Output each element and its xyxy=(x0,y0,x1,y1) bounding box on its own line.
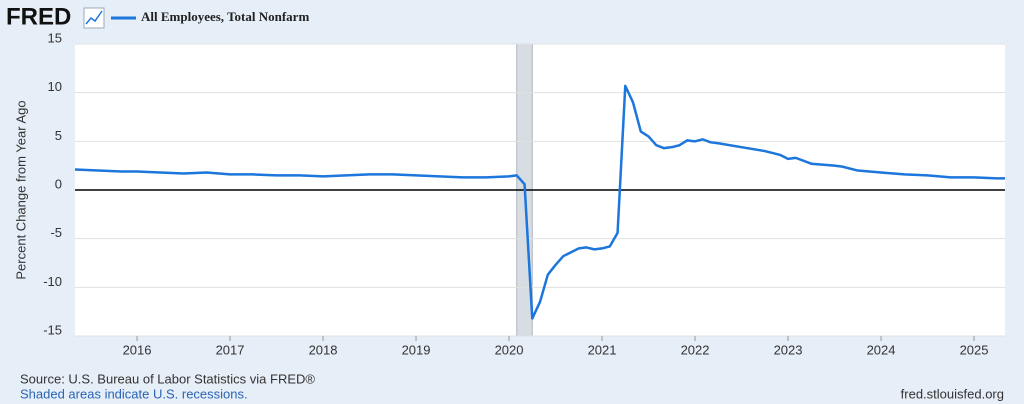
x-tick-label: 2018 xyxy=(309,342,338,357)
logo: FRED xyxy=(6,3,71,30)
y-axis-label: Percent Change from Year Ago xyxy=(13,100,28,279)
recession-note: Shaded areas indicate U.S. recessions. xyxy=(20,386,248,401)
y-tick-label: 5 xyxy=(55,128,62,143)
x-tick-label: 2019 xyxy=(402,342,431,357)
x-tick-label: 2017 xyxy=(216,342,245,357)
x-tick-label: 2016 xyxy=(123,342,152,357)
y-tick-label: -15 xyxy=(43,322,62,337)
x-tick-label: 2020 xyxy=(495,342,524,357)
legend-label: All Employees, Total Nonfarm xyxy=(141,9,309,24)
x-tick-label: 2021 xyxy=(588,342,617,357)
x-tick-label: 2025 xyxy=(960,342,989,357)
y-tick-label: 10 xyxy=(48,79,62,94)
y-tick-label: -5 xyxy=(50,225,62,240)
x-tick-label: 2022 xyxy=(681,342,710,357)
series-line xyxy=(74,84,1005,320)
url: fred.stlouisfed.org xyxy=(901,386,1004,401)
logo-icon xyxy=(83,7,105,29)
y-tick-label: -10 xyxy=(43,274,62,289)
y-tick-label: 15 xyxy=(48,30,62,45)
source: Source: U.S. Bureau of Labor Statistics … xyxy=(20,371,315,386)
x-tick-label: 2023 xyxy=(774,342,803,357)
x-tick-label: 2024 xyxy=(867,342,896,357)
y-tick-label: 0 xyxy=(55,176,62,191)
